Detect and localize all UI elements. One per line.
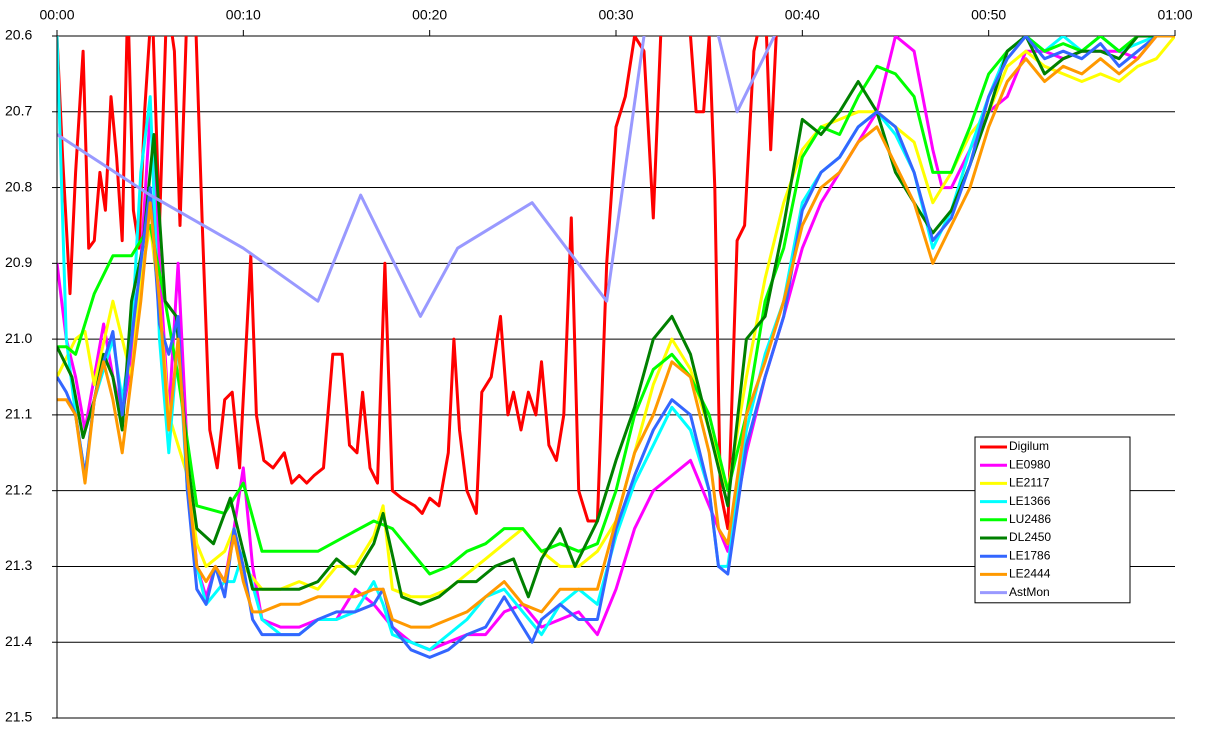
legend-label: LE2444: [1009, 567, 1051, 581]
series-line: [57, 36, 1175, 599]
legend-label: LE1366: [1009, 494, 1051, 508]
legend-label: AstMon: [1009, 585, 1050, 599]
legend: Digilum LE0980 LE2117 LE1366 LU2486 DL2450 LE1…: [974, 436, 1131, 604]
y-tick-label: 21.4: [5, 633, 32, 649]
y-tick-label: 21.3: [5, 557, 32, 573]
y-tick-label: 20.9: [5, 254, 32, 270]
x-tick-label: 00:20: [412, 7, 447, 23]
legend-label: DL2450: [1009, 530, 1051, 544]
y-tick-label: 21.0: [5, 330, 32, 346]
series-line: [57, 36, 1175, 629]
x-tick-label: 00:10: [226, 7, 261, 23]
x-tick-label: 00:40: [785, 7, 820, 23]
legend-label: LE1786: [1009, 548, 1051, 562]
series-line: [57, 36, 777, 318]
axes: 20.6 20.7 20.8 20.9 21.0 21.1 21.2 21.3 21.4 21.5…: [5, 7, 1193, 725]
y-tick-label: 21.5: [5, 709, 32, 725]
series-line: [57, 36, 1175, 659]
legend-label: LE2117: [1009, 476, 1050, 490]
y-tick-label: 20.6: [5, 27, 32, 43]
y-tick-label: 20.8: [5, 178, 32, 194]
x-tick-label: 00:50: [971, 7, 1006, 23]
series-line: [57, 36, 778, 531]
legend-label: Digilum: [1009, 439, 1049, 453]
x-tick-label: 00:30: [598, 7, 633, 23]
x-tick-label: 00:00: [39, 7, 74, 23]
y-tick-label: 20.7: [5, 102, 32, 118]
y-tick-label: 21.1: [5, 406, 32, 422]
plot-area: [57, 36, 1175, 659]
legend-label: LU2486: [1009, 512, 1051, 526]
legend-label: LE0980: [1009, 457, 1051, 471]
y-tick-label: 21.2: [5, 481, 32, 497]
x-tick-label: 01:00: [1157, 7, 1192, 23]
